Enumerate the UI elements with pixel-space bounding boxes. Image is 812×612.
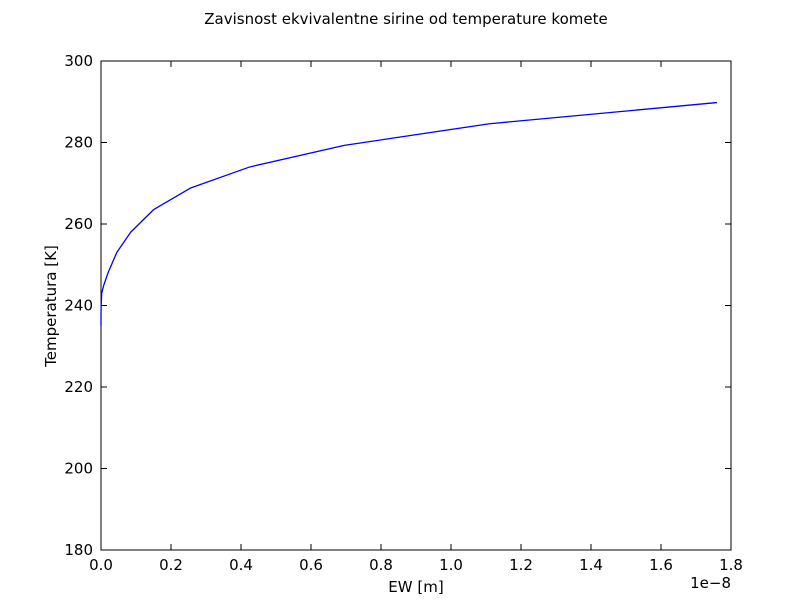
- y-tick-label: 220: [64, 378, 93, 396]
- x-tick-label: 1.4: [579, 556, 603, 574]
- x-tick-label: 1.8: [719, 556, 743, 574]
- y-tick-label: 180: [64, 541, 93, 559]
- x-tick-label: 1.0: [439, 556, 463, 574]
- x-tick-label: 0.4: [229, 556, 253, 574]
- y-axis-ticks: 180 200 220 240 260 280 300: [64, 52, 731, 559]
- x-tick-label: 0.0: [89, 556, 113, 574]
- y-tick-label: 260: [64, 215, 93, 233]
- chart-title: Zavisnost ekvivalentne sirine od tempera…: [204, 10, 607, 28]
- y-axis-label: Temperatura [K]: [42, 245, 60, 368]
- series-line: [100, 101, 718, 326]
- x-axis-ticks: 0.0 0.2 0.4 0.6 0.8 1.0 1.2 1.4 1.6 1.8: [89, 61, 743, 574]
- y-tick-label: 200: [64, 460, 93, 478]
- series-layer: [100, 101, 718, 326]
- x-tick-label: 1.6: [649, 556, 673, 574]
- x-tick-label: 0.6: [299, 556, 323, 574]
- y-tick-label: 280: [64, 134, 93, 152]
- x-axis-label: EW [m]: [388, 578, 443, 596]
- y-tick-label: 240: [64, 297, 93, 315]
- x-tick-label: 0.2: [159, 556, 183, 574]
- plot-area: 0.0 0.2 0.4 0.6 0.8 1.0 1.2 1.4 1.6 1.8 180 200 220…: [64, 52, 743, 574]
- x-tick-label: 1.2: [509, 556, 533, 574]
- x-tick-label: 0.8: [369, 556, 393, 574]
- x-axis-offset-label: 1e−8: [690, 574, 731, 592]
- y-tick-label: 300: [64, 52, 93, 70]
